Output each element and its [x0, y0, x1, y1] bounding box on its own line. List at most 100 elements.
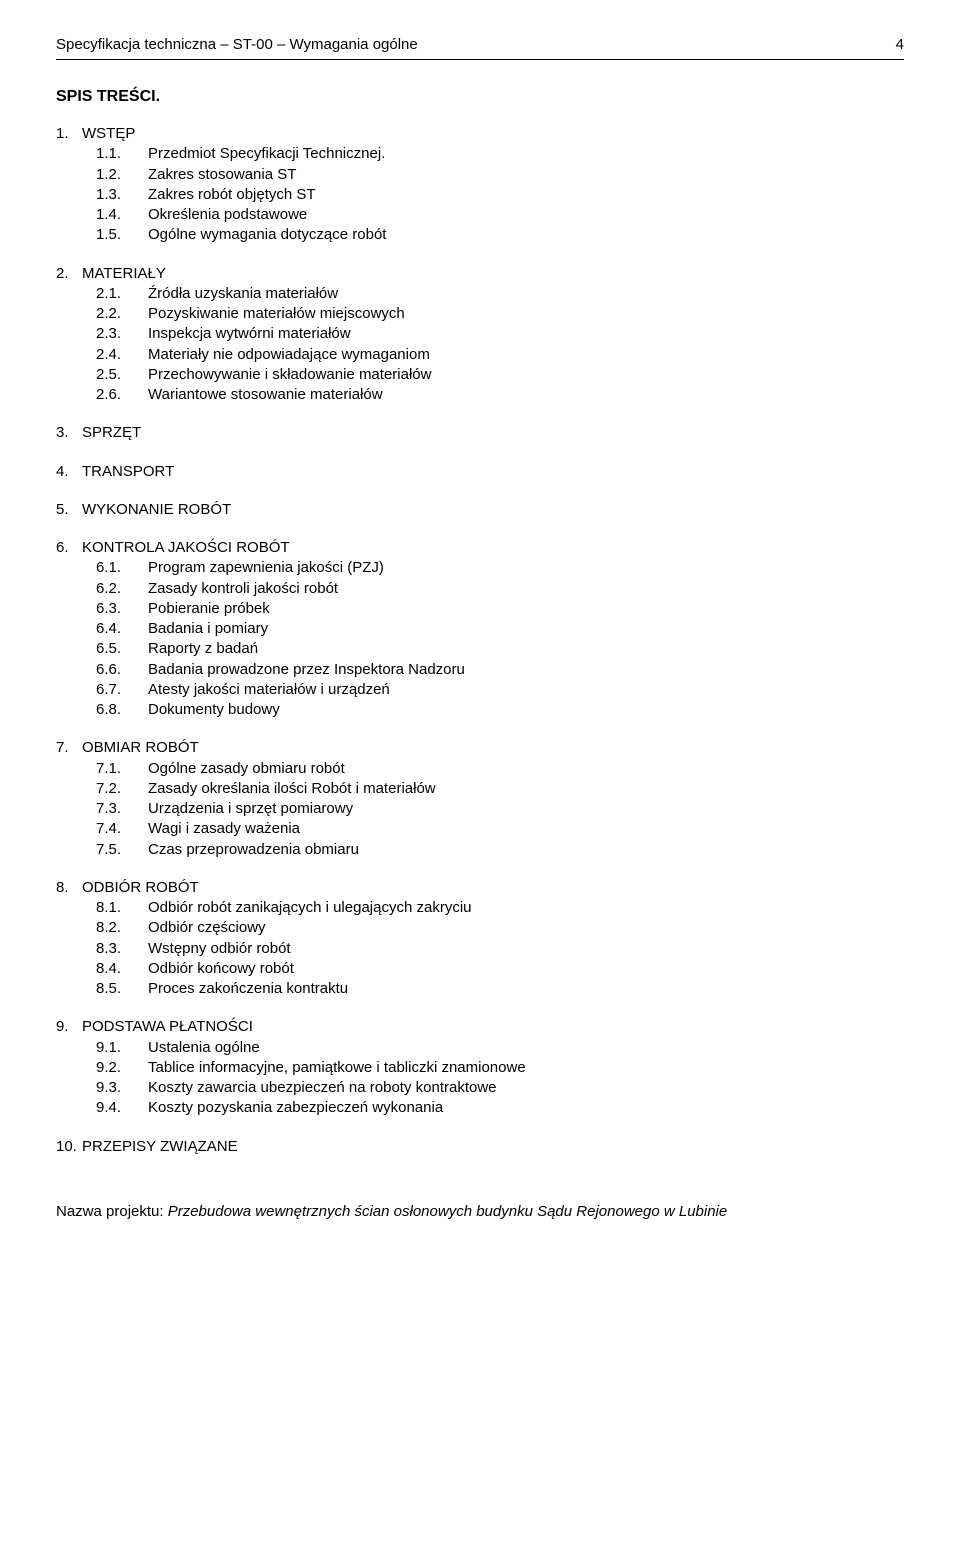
toc-subitem-number: 1.2.	[96, 165, 148, 185]
toc-subitem-label: Wariantowe stosowanie materiałów	[148, 385, 383, 405]
toc-subitem-label: Wagi i zasady ważenia	[148, 819, 300, 839]
toc-section-title: OBMIAR ROBÓT	[82, 738, 199, 758]
toc-subitem-number: 6.3.	[96, 599, 148, 619]
toc-subitem-number: 7.4.	[96, 819, 148, 839]
footer-label: Nazwa projektu:	[56, 1203, 168, 1220]
toc-section-title: PODSTAWA PŁATNOŚCI	[82, 1017, 253, 1037]
toc-subitem-number: 6.7.	[96, 680, 148, 700]
toc-section-title: WYKONANIE ROBÓT	[82, 500, 231, 520]
toc-section-number: 2.	[56, 264, 82, 284]
toc-subitem-label: Tablice informacyjne, pamiątkowe i tabli…	[148, 1058, 526, 1078]
toc-subitem-label: Czas przeprowadzenia obmiaru	[148, 840, 359, 860]
toc-subitem-label: Materiały nie odpowiadające wymaganiom	[148, 345, 430, 365]
toc-subitem-number: 9.1.	[96, 1038, 148, 1058]
toc-section: 2.MATERIAŁY2.1.Źródła uzyskania materiał…	[56, 264, 904, 406]
toc-subitem-label: Atesty jakości materiałów i urządzeń	[148, 680, 390, 700]
toc-subitem: 7.1.Ogólne zasady obmiaru robót	[56, 759, 904, 779]
toc-section: 3.SPRZĘT	[56, 423, 904, 443]
toc-subitem-number: 6.8.	[96, 700, 148, 720]
toc-subitem-number: 6.2.	[96, 579, 148, 599]
toc-section-title: WSTĘP	[82, 124, 135, 144]
toc-section-heading: 10.PRZEPISY ZWIĄZANE	[56, 1137, 904, 1157]
toc-subitem-number: 1.1.	[96, 144, 148, 164]
toc-subitem-number: 2.3.	[96, 324, 148, 344]
toc-subitem-label: Wstępny odbiór robót	[148, 939, 291, 959]
toc-subitem-label: Pozyskiwanie materiałów miejscowych	[148, 304, 405, 324]
toc-subitem: 6.5.Raporty z badań	[56, 639, 904, 659]
toc-subitem-number: 2.1.	[96, 284, 148, 304]
toc-section-number: 1.	[56, 124, 82, 144]
toc-subitem-number: 9.4.	[96, 1098, 148, 1118]
toc-subitem-number: 6.4.	[96, 619, 148, 639]
toc-subitem-number: 7.2.	[96, 779, 148, 799]
toc-subitem-number: 2.6.	[96, 385, 148, 405]
toc-section: 8.ODBIÓR ROBÓT8.1.Odbiór robót zanikając…	[56, 878, 904, 1000]
toc-subitem-label: Zasady określania ilości Robót i materia…	[148, 779, 436, 799]
toc-subitem: 1.5.Ogólne wymagania dotyczące robót	[56, 225, 904, 245]
toc-subitem: 6.6.Badania prowadzone przez Inspektora …	[56, 660, 904, 680]
toc-subitem: 1.2.Zakres stosowania ST	[56, 165, 904, 185]
toc-section-title: PRZEPISY ZWIĄZANE	[82, 1137, 238, 1157]
toc-subitem: 7.5.Czas przeprowadzenia obmiaru	[56, 840, 904, 860]
toc-subitem-label: Dokumenty budowy	[148, 700, 280, 720]
toc-section: 7.OBMIAR ROBÓT7.1.Ogólne zasady obmiaru …	[56, 738, 904, 860]
toc-subitem: 7.4.Wagi i zasady ważenia	[56, 819, 904, 839]
footer: Nazwa projektu: Przebudowa wewnętrznych …	[56, 1203, 904, 1220]
toc-section-heading: 3.SPRZĘT	[56, 423, 904, 443]
toc-subitem-number: 8.2.	[96, 918, 148, 938]
toc-subitem-label: Inspekcja wytwórni materiałów	[148, 324, 351, 344]
toc-section-heading: 9.PODSTAWA PŁATNOŚCI	[56, 1017, 904, 1037]
header-rule	[56, 59, 904, 60]
toc-section-heading: 5.WYKONANIE ROBÓT	[56, 500, 904, 520]
toc-subitem: 1.3.Zakres robót objętych ST	[56, 185, 904, 205]
toc-section-title: MATERIAŁY	[82, 264, 166, 284]
toc-subitem-number: 2.2.	[96, 304, 148, 324]
toc-subitem: 6.2.Zasady kontroli jakości robót	[56, 579, 904, 599]
toc-subitem-label: Badania i pomiary	[148, 619, 268, 639]
toc-title: SPIS TREŚCI.	[56, 88, 904, 106]
toc-subitem: 8.4.Odbiór końcowy robót	[56, 959, 904, 979]
toc-subitem: 8.5.Proces zakończenia kontraktu	[56, 979, 904, 999]
toc-subitem: 8.3.Wstępny odbiór robót	[56, 939, 904, 959]
toc-subitem: 8.1.Odbiór robót zanikających i ulegając…	[56, 898, 904, 918]
toc-section-heading: 8.ODBIÓR ROBÓT	[56, 878, 904, 898]
toc-subitem-number: 6.5.	[96, 639, 148, 659]
toc-subitem-number: 9.2.	[96, 1058, 148, 1078]
toc-subitem-number: 2.5.	[96, 365, 148, 385]
toc-subitem-number: 8.5.	[96, 979, 148, 999]
toc-subitem-number: 7.1.	[96, 759, 148, 779]
toc-subitem-label: Odbiór częściowy	[148, 918, 266, 938]
toc-subitem: 7.2.Zasady określania ilości Robót i mat…	[56, 779, 904, 799]
toc-section: 1.WSTĘP1.1.Przedmiot Specyfikacji Techni…	[56, 124, 904, 246]
toc-subitem-number: 9.3.	[96, 1078, 148, 1098]
toc-subitem-number: 6.1.	[96, 558, 148, 578]
toc-subitem-label: Pobieranie próbek	[148, 599, 270, 619]
toc-section-heading: 1.WSTĘP	[56, 124, 904, 144]
header-page-number: 4	[896, 36, 904, 53]
toc-subitem-number: 2.4.	[96, 345, 148, 365]
toc-subitem-label: Zakres stosowania ST	[148, 165, 296, 185]
toc-section-heading: 6.KONTROLA JAKOŚCI ROBÓT	[56, 538, 904, 558]
toc-subitem: 2.2.Pozyskiwanie materiałów miejscowych	[56, 304, 904, 324]
toc-subitem: 9.2.Tablice informacyjne, pamiątkowe i t…	[56, 1058, 904, 1078]
toc-subitem: 9.1.Ustalenia ogólne	[56, 1038, 904, 1058]
toc-subitem-label: Źródła uzyskania materiałów	[148, 284, 338, 304]
toc-subitem: 6.8.Dokumenty budowy	[56, 700, 904, 720]
toc-subitem-number: 1.3.	[96, 185, 148, 205]
header-left: Specyfikacja techniczna – ST-00 – Wymaga…	[56, 36, 418, 53]
toc-section-heading: 7.OBMIAR ROBÓT	[56, 738, 904, 758]
toc-subitem: 8.2.Odbiór częściowy	[56, 918, 904, 938]
toc-subitem: 7.3.Urządzenia i sprzęt pomiarowy	[56, 799, 904, 819]
toc-subitem-label: Raporty z badań	[148, 639, 258, 659]
toc-subitem: 1.1.Przedmiot Specyfikacji Technicznej.	[56, 144, 904, 164]
toc-subitem: 1.4.Określenia podstawowe	[56, 205, 904, 225]
toc-subitem: 6.7.Atesty jakości materiałów i urządzeń	[56, 680, 904, 700]
toc-subitem-label: Ogólne zasady obmiaru robót	[148, 759, 345, 779]
toc-subitem-label: Odbiór robót zanikających i ulegających …	[148, 898, 472, 918]
toc-subitem-label: Określenia podstawowe	[148, 205, 307, 225]
toc-subitem-number: 8.3.	[96, 939, 148, 959]
toc-subitem-number: 8.1.	[96, 898, 148, 918]
toc-subitem-label: Zasady kontroli jakości robót	[148, 579, 338, 599]
toc-subitem: 2.3.Inspekcja wytwórni materiałów	[56, 324, 904, 344]
toc-section-number: 4.	[56, 462, 82, 482]
